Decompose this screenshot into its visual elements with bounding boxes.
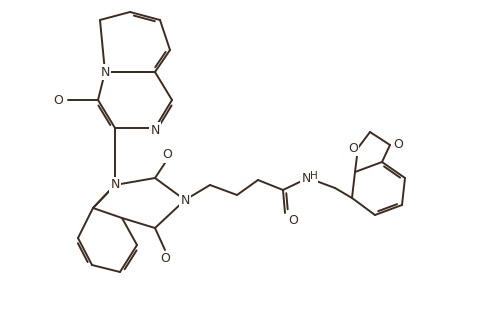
Text: N: N	[100, 65, 110, 78]
Text: O: O	[393, 139, 403, 151]
Text: N: N	[150, 124, 160, 136]
Text: H: H	[310, 171, 318, 181]
Text: O: O	[53, 94, 63, 107]
Text: N: N	[301, 171, 311, 184]
Text: N: N	[110, 179, 120, 192]
Text: O: O	[348, 142, 358, 154]
Text: O: O	[160, 252, 170, 266]
Text: N: N	[180, 194, 190, 206]
Text: O: O	[162, 148, 172, 162]
Text: H: H	[309, 173, 317, 183]
Text: O: O	[288, 215, 298, 228]
